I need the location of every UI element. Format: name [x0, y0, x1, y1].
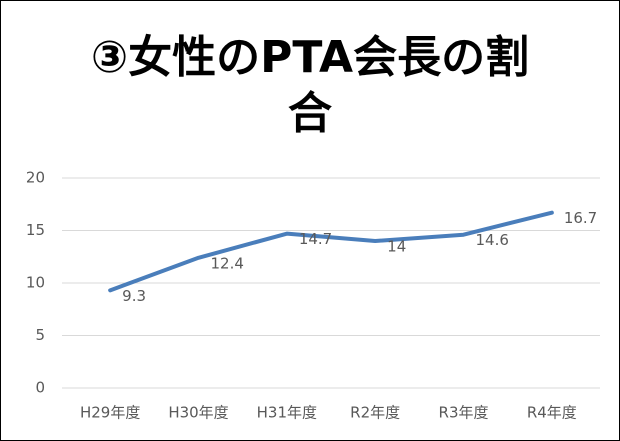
y-tick-label: 0 — [35, 379, 45, 397]
x-tick-label: H30年度 — [168, 404, 228, 422]
data-label: 16.7 — [564, 209, 597, 227]
data-label: 9.3 — [122, 287, 146, 305]
series-line — [108, 210, 554, 293]
x-tick-label: H31年度 — [257, 404, 317, 422]
data-label: 12.4 — [211, 254, 244, 272]
y-tick-label: 15 — [26, 221, 45, 239]
data-label: 14.7 — [299, 230, 332, 248]
x-tick-label: R4年度 — [527, 404, 577, 422]
data-label: 14 — [387, 238, 406, 256]
x-tick-label: H29年度 — [80, 404, 140, 422]
data-label: 14.6 — [476, 231, 509, 249]
y-tick-label: 20 — [26, 169, 45, 187]
x-tick-label: R2年度 — [350, 404, 400, 422]
chart-title: ③女性のPTA会長の割合 — [90, 32, 530, 139]
y-tick-label: 5 — [35, 326, 45, 344]
x-tick-label: R3年度 — [439, 404, 489, 422]
y-tick-label: 10 — [26, 274, 45, 292]
